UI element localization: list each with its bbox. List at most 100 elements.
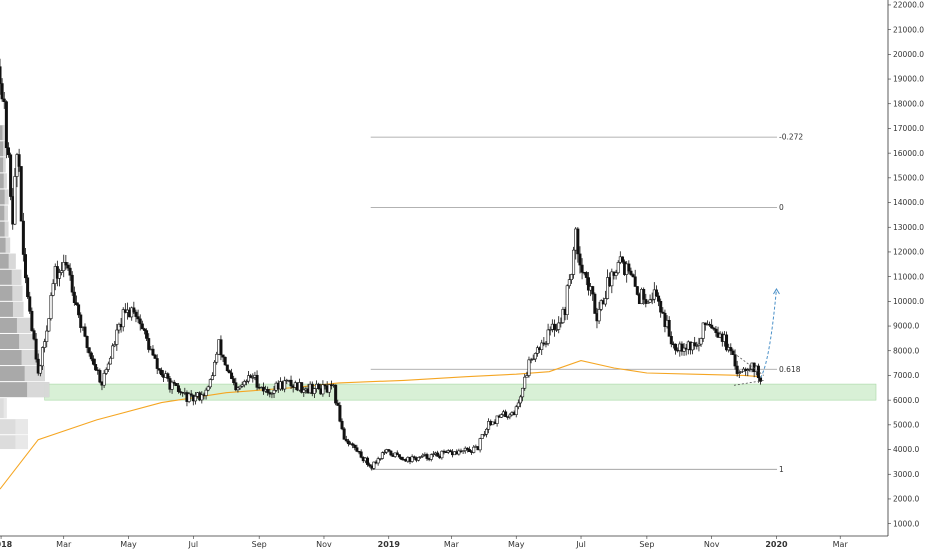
candle-body: [650, 298, 654, 301]
candle-body: [34, 338, 38, 360]
candle-body: [725, 334, 729, 351]
candle-body: [701, 322, 705, 339]
candle-body: [30, 310, 34, 331]
candle-body: [193, 396, 197, 402]
candle-body: [91, 358, 95, 365]
x-tick-label: Mar: [833, 540, 849, 549]
candle-body: [419, 456, 423, 458]
candle-body: [43, 341, 47, 348]
candle-body: [312, 388, 316, 394]
y-tick-label: 18000.0: [893, 99, 924, 108]
candle-body: [21, 220, 25, 255]
candle-body: [66, 264, 70, 269]
candle-body: [45, 330, 49, 342]
candle-body: [616, 262, 620, 274]
candle-body: [176, 385, 180, 392]
candle-body: [480, 434, 484, 439]
x-tick-label: Mar: [444, 540, 460, 549]
candle-body: [266, 389, 270, 393]
y-tick-label: 19000.0: [893, 75, 924, 84]
candle-body: [232, 378, 236, 383]
candle-body: [170, 381, 174, 390]
candle-body: [117, 323, 121, 331]
candle-body: [521, 387, 525, 398]
candle-body: [247, 375, 251, 382]
candle-body: [648, 299, 652, 303]
y-tick-label: 21000.0: [893, 25, 924, 34]
x-tick-label: Sep: [252, 540, 267, 549]
x-tick-label: 2020: [765, 540, 788, 549]
candle-body: [674, 343, 678, 351]
candle-body: [591, 286, 595, 295]
moving-average-layer: [0, 360, 761, 490]
volume-profile-bar: [0, 125, 5, 141]
candle-body: [699, 338, 703, 345]
x-tick-label: Nov: [704, 540, 720, 549]
candle-body: [132, 307, 136, 313]
candle-body: [417, 457, 421, 461]
candle-body: [17, 154, 21, 167]
candle-body: [569, 274, 573, 280]
candle-body: [32, 330, 36, 340]
candle-body: [533, 353, 537, 360]
candle-body: [567, 279, 571, 287]
candle-body: [74, 302, 78, 306]
candle-body: [272, 389, 276, 394]
candle-body: [206, 386, 210, 391]
candle-body: [166, 373, 170, 379]
volume-profile-bar-secondary: [19, 333, 35, 350]
candle-body: [448, 450, 452, 453]
candle-body: [189, 393, 193, 396]
y-tick-label: 7000.0: [893, 371, 919, 380]
candle-body: [527, 359, 531, 376]
candle-body: [62, 262, 66, 271]
candle-body: [697, 343, 701, 346]
candle-body: [682, 347, 686, 352]
candle-body: [578, 253, 582, 266]
volume-profile-bar-secondary: [4, 189, 9, 205]
candle-body: [359, 451, 363, 458]
candle-body: [83, 326, 87, 337]
candle-body: [531, 358, 535, 361]
candle-body: [104, 369, 108, 374]
candle-body: [145, 330, 149, 339]
candle-body: [712, 327, 716, 330]
x-tick-label: Mar: [56, 540, 72, 549]
volume-profile-bar-secondary: [11, 269, 22, 285]
volume-profile-bar: [0, 141, 6, 157]
candle-body: [733, 354, 737, 367]
fib-label: -0.272: [779, 133, 803, 142]
volume-profile-bar-secondary: [4, 221, 9, 237]
y-tick-label: 12000.0: [893, 248, 924, 257]
candle-body: [529, 359, 533, 361]
candle-body: [478, 438, 482, 451]
candle-body: [669, 336, 673, 345]
candle-body: [213, 361, 217, 376]
candle-body: [584, 272, 588, 278]
volume-profile-bar-secondary: [3, 157, 6, 173]
candle-body: [495, 415, 499, 424]
candle-body: [70, 274, 74, 293]
volume-profile-bar-secondary: [27, 382, 50, 398]
candle-body: [225, 364, 229, 371]
y-tick-label: 17000.0: [893, 124, 924, 133]
candle-body: [548, 329, 552, 331]
candle-body: [72, 291, 76, 303]
candle-body: [236, 387, 240, 391]
candle-body: [484, 428, 488, 435]
y-tick-label: 4000.0: [893, 445, 919, 454]
candle-body: [646, 302, 650, 304]
candle-body: [429, 454, 433, 460]
candle-body: [535, 347, 539, 354]
candle-body: [336, 402, 340, 406]
fib-label: 0.618: [779, 365, 801, 374]
candle-body: [657, 295, 661, 302]
candle-body: [599, 300, 603, 310]
candle-body: [49, 295, 53, 319]
y-tick-label: 15000.0: [893, 174, 924, 183]
candle-body: [691, 342, 695, 351]
volume-profile-bar-secondary: [3, 398, 7, 419]
candle-body: [0, 83, 4, 100]
